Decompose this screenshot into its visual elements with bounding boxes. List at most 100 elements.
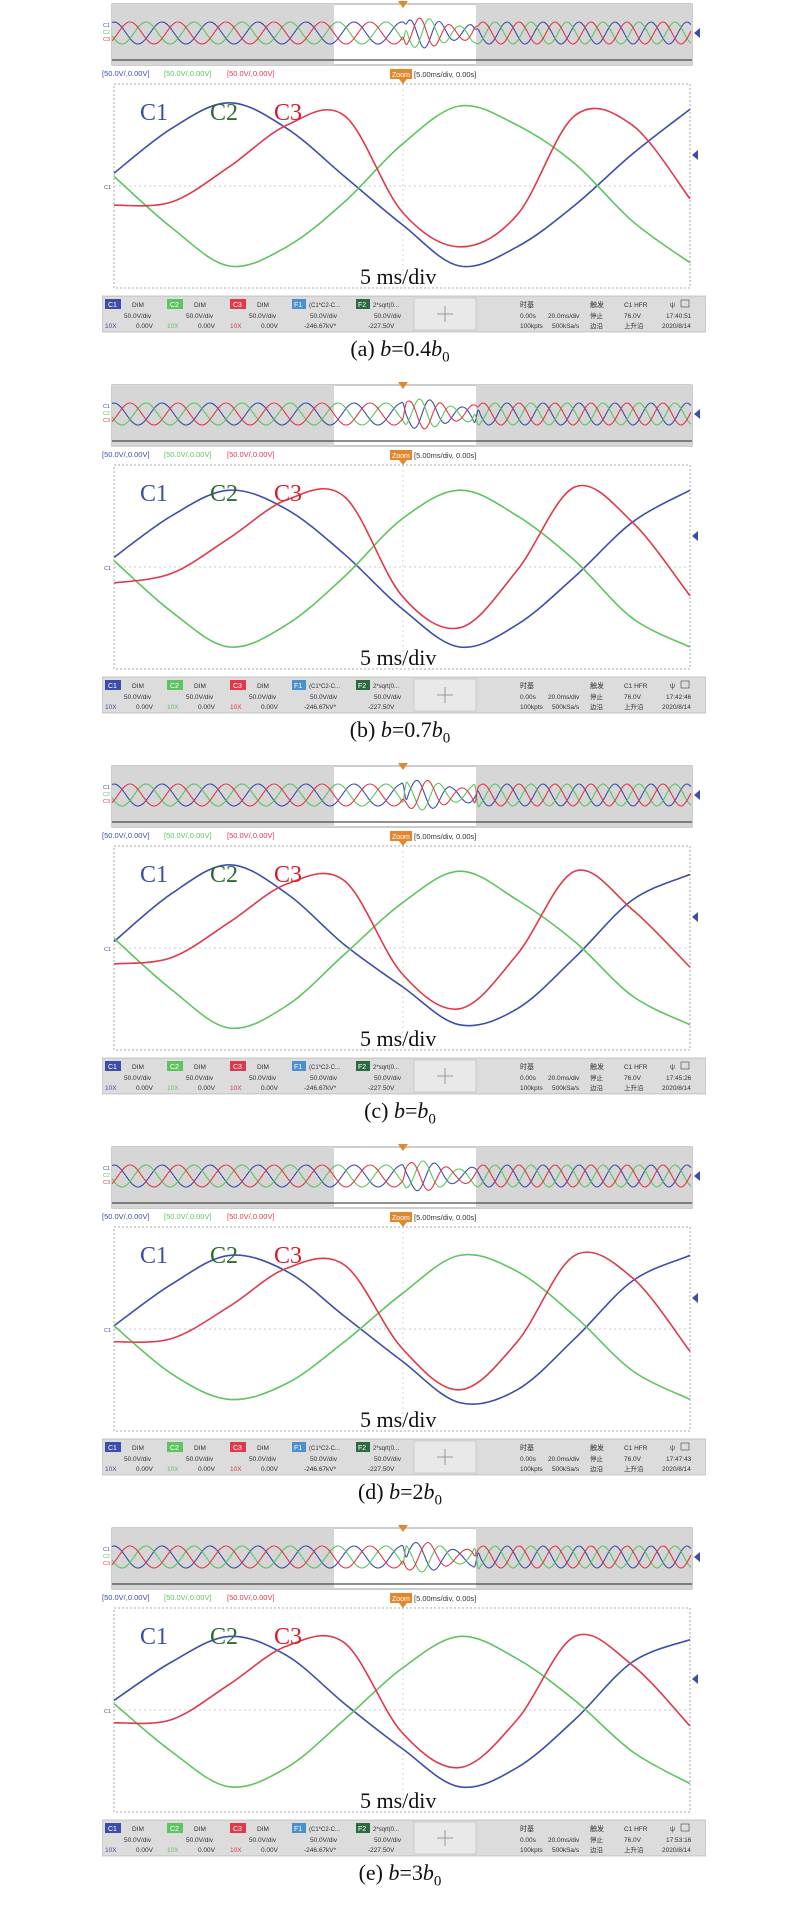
series-label-c3: C3 xyxy=(274,481,302,507)
trigger-state: 停止 xyxy=(590,311,604,320)
channel-probe: 10X xyxy=(230,704,242,711)
trigger-source: C1 HFR xyxy=(624,683,648,690)
math-tag xyxy=(356,680,370,690)
trace-c3 xyxy=(113,869,691,1010)
math-tag xyxy=(292,1823,306,1833)
status-bar: C1 DIM 50.0V/div 10X 0.00V C2 DIM 50.0V/div 10X 0… xyxy=(102,295,706,333)
channel-marker: C1 xyxy=(104,1328,111,1334)
channel-tag xyxy=(167,299,183,309)
status-bar-bg xyxy=(102,1057,706,1095)
timebase-depth: 100kpts xyxy=(520,1085,544,1092)
math-scale: 50.0V/div xyxy=(310,1837,338,1844)
trigger-level: 76.0V xyxy=(624,694,642,701)
channel-marker: C3 xyxy=(103,1561,110,1567)
channel-readout: [50.0V/,0.00V] xyxy=(227,831,275,840)
caption-part: 0 xyxy=(433,1873,442,1890)
trigger-slope: 上升沿 xyxy=(624,1083,644,1092)
clock-time: 17:40:51 xyxy=(666,313,692,320)
caption-part: b xyxy=(394,1098,405,1123)
channel-readout: [50.0V/,0.00V] xyxy=(102,1212,150,1221)
math-offset: -246.67kV* xyxy=(304,323,337,330)
channel-offset: 0.00V xyxy=(198,323,216,330)
series-label-c2: C2 xyxy=(210,1624,238,1650)
trigger-slope: 上升沿 xyxy=(624,1464,644,1473)
clock-time: 17:45:26 xyxy=(666,1075,692,1082)
zoom-badge-label: Zoom xyxy=(392,1215,410,1222)
channel-probe: 10X xyxy=(230,1847,242,1854)
caption-part: = xyxy=(405,1098,418,1123)
zoom-marker-icon xyxy=(399,460,407,465)
math-tag-label: F2 xyxy=(358,1826,366,1833)
math-offset: -246.67kV* xyxy=(304,1847,337,1854)
channel-scale: 50.0V/div xyxy=(124,1075,152,1082)
channel-probe: 10X xyxy=(105,1085,117,1092)
caption-part: b xyxy=(389,1479,401,1504)
channel-coupling: DIM xyxy=(257,1064,269,1071)
level-marker-icon xyxy=(694,409,700,419)
timebase-delay: 0.00s xyxy=(520,1075,537,1082)
lock-icon xyxy=(680,1061,690,1070)
status-bar: C1 DIM 50.0V/div 10X 0.00V C2 DIM 50.0V/div 10X 0… xyxy=(102,676,706,714)
channel-tag xyxy=(167,1823,183,1833)
trigger-marker-icon xyxy=(398,1144,408,1151)
math-scale: 50.0V/div xyxy=(374,1075,402,1082)
channel-probe: 10X xyxy=(230,323,242,330)
channel-marker: C1 xyxy=(104,1709,111,1715)
channel-tag xyxy=(167,680,183,690)
channel-offset: 0.00V xyxy=(136,1466,154,1473)
channel-tag-label: C1 xyxy=(108,1445,117,1452)
channel-marker: C3 xyxy=(103,1180,110,1186)
timebase-depth: 100kpts xyxy=(520,1847,544,1854)
channel-tag xyxy=(105,680,121,690)
trigger-marker-icon xyxy=(398,382,408,389)
caption-part: b xyxy=(380,717,392,742)
channel-coupling: DIM xyxy=(132,683,144,690)
trigger-title: 触发 xyxy=(590,681,604,690)
math-offset: -246.67kV* xyxy=(304,1466,337,1473)
math-tag xyxy=(356,1442,370,1452)
math-tag xyxy=(292,1061,306,1071)
channel-scale: 50.0V/div xyxy=(124,1456,152,1463)
trigger-type: 边沿 xyxy=(590,1845,604,1854)
math-offset: -227.50V xyxy=(368,1085,395,1092)
channel-scale: 50.0V/div xyxy=(249,1456,277,1463)
clock-time: 17:47:43 xyxy=(666,1456,692,1463)
level-marker-icon xyxy=(694,28,700,38)
trigger-source: C1 HFR xyxy=(624,1064,648,1071)
channel-marker: C3 xyxy=(103,418,110,424)
caption-part: b xyxy=(431,336,443,361)
readout-row: [50.0V/,0.00V] [50.0V/,0.00V] [50.0V/,0.00… xyxy=(102,1212,476,1227)
panel-caption: (c) b=b0 xyxy=(0,1098,800,1128)
zoom-readout: [5.00ms/div, 0.00s] xyxy=(414,832,476,841)
trigger-title: 触发 xyxy=(590,300,604,309)
caption-part: (d) xyxy=(357,1479,390,1504)
overview-trace-c3 xyxy=(111,1161,692,1191)
trigger-type: 边沿 xyxy=(590,321,604,330)
overview-trace-c2 xyxy=(111,398,692,428)
series-label-c2: C2 xyxy=(210,100,238,126)
overview-trace-c1 xyxy=(111,1162,692,1192)
trace-c3 xyxy=(113,484,691,630)
zoom-badge-label: Zoom xyxy=(392,1596,410,1603)
oscilloscope-screen: C1 C2 C3 [50.0V/,0.00V] [50.0V/,0.00V] [50.0V… xyxy=(102,762,706,1107)
channel-tag-label: C2 xyxy=(170,1826,179,1833)
channel-coupling: DIM xyxy=(194,302,206,309)
trace-c3 xyxy=(113,1251,691,1391)
channel-tag-label: C3 xyxy=(233,683,242,690)
trigger-state: 停止 xyxy=(590,1073,604,1082)
math-expr: (C1*C2-C... xyxy=(309,303,340,309)
channel-coupling: DIM xyxy=(132,1064,144,1071)
clock-date: 2020/8/14 xyxy=(662,1466,691,1473)
level-marker-icon xyxy=(692,912,698,922)
timebase-scale: 20.0ms/div xyxy=(548,1837,580,1844)
channel-readout: [50.0V/,0.00V] xyxy=(164,450,212,459)
trigger-marker-icon xyxy=(398,763,408,770)
channel-probe: 10X xyxy=(167,1085,179,1092)
trigger-slope: 上升沿 xyxy=(624,702,644,711)
math-scale: 50.0V/div xyxy=(374,694,402,701)
channel-coupling: DIM xyxy=(194,683,206,690)
level-marker-icon xyxy=(694,1552,700,1562)
